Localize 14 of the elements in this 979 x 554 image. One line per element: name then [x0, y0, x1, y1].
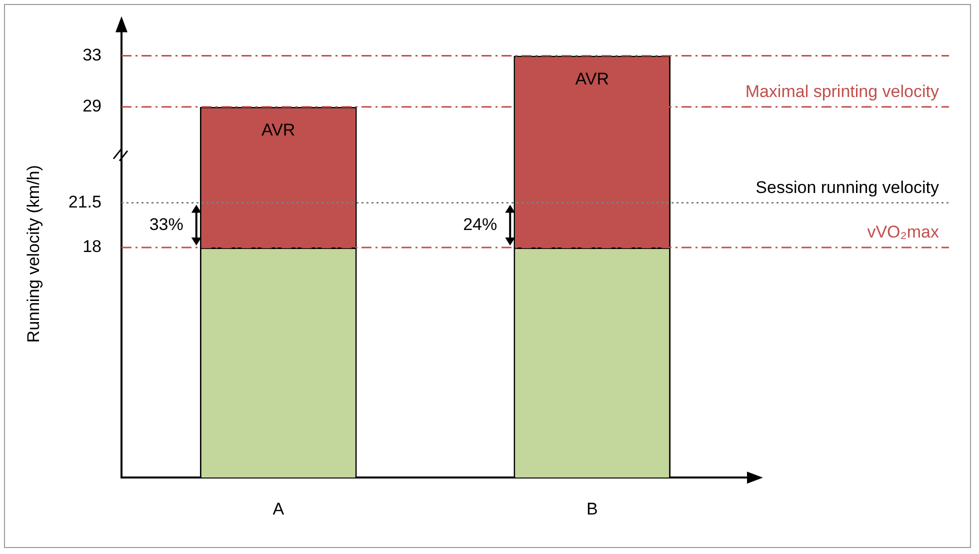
y-axis-title: Running velocity (km/h): [24, 165, 43, 343]
y-tick-label: 33: [82, 45, 102, 64]
ref-line-label: vVO₂max: [867, 222, 940, 242]
ref-line-label: Maximal sprinting velocity: [745, 82, 940, 102]
annotation: 24%: [463, 214, 498, 234]
y-tick-label: 21.5: [68, 192, 102, 212]
y-tick-label: 18: [82, 237, 102, 256]
annotation: AVR: [575, 69, 609, 88]
x-tick-label: B: [586, 499, 598, 518]
annotation: 33%: [149, 214, 184, 234]
annotation: AVR: [262, 120, 296, 140]
ref-line-label: Session running velocity: [756, 178, 940, 197]
y-tick-label: 29: [82, 96, 102, 116]
x-tick-label: A: [272, 499, 285, 518]
